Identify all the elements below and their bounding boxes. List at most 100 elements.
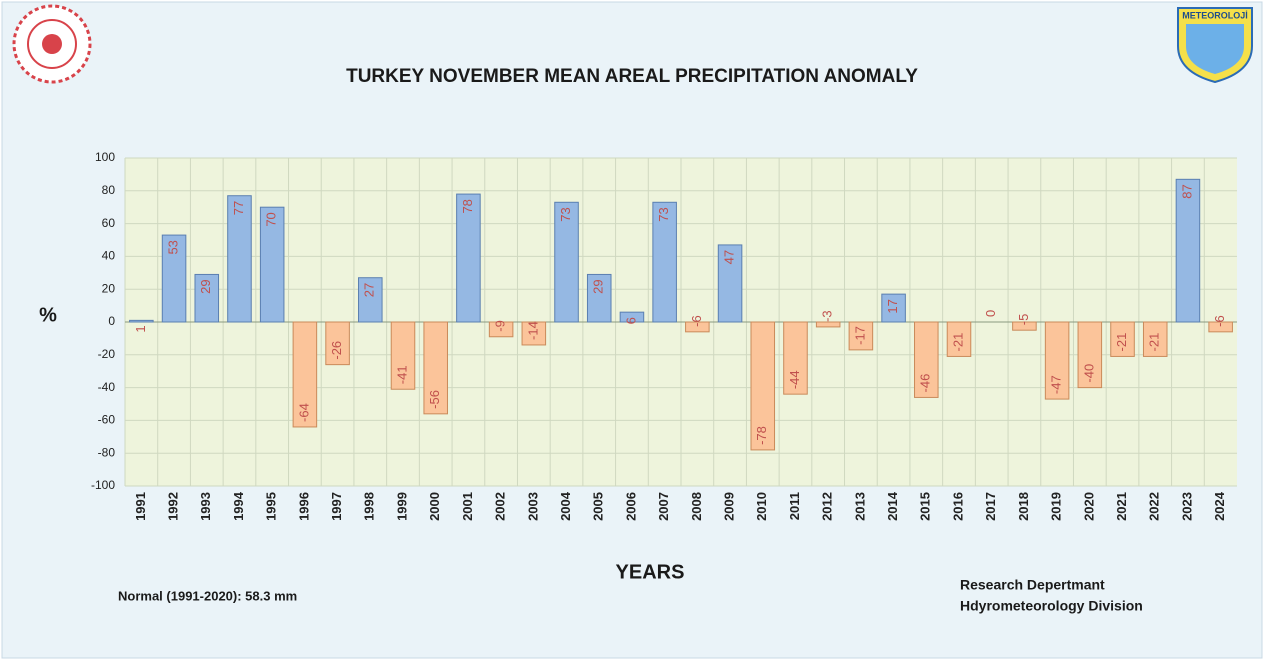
x-tick-label: 2000 [427,492,442,521]
x-tick-label: 2017 [983,492,998,521]
bar [783,321,808,395]
data-label: 70 [264,212,279,226]
x-tick-label: 2012 [820,492,835,521]
bar [1208,321,1233,333]
right-logo: METEOROLOJİ [1177,7,1253,84]
x-tick-label: 2021 [1114,492,1129,521]
bar [1142,321,1168,357]
y-tick-label: 0 [108,314,115,328]
x-tick-label: 1997 [329,492,344,521]
data-label: -44 [787,370,802,389]
bar [1175,178,1201,323]
bar [848,321,874,351]
bar [423,321,448,415]
credit: Research Depertmant [960,577,1105,593]
data-label: 27 [362,283,377,297]
data-label: -41 [394,365,409,384]
x-tick-label: 2022 [1147,492,1162,521]
bar [161,234,187,323]
x-tick-label: 2006 [623,492,638,521]
bar [685,321,710,333]
x-tick-label: 2018 [1016,492,1031,521]
y-tick-label: 80 [102,183,116,197]
bar [325,321,350,366]
bar [881,293,906,323]
bar [1044,321,1070,400]
x-tick-label: 1992 [165,492,180,521]
data-label: -64 [296,403,311,422]
bar [652,201,677,323]
bar [717,244,743,323]
data-label: 78 [460,199,475,213]
data-label: 77 [231,201,246,215]
data-label: -46 [918,374,933,393]
y-tick-label: 20 [102,281,116,295]
x-tick-label: 2019 [1049,492,1064,521]
data-label: -26 [329,341,344,360]
x-tick-label: 2010 [754,492,769,521]
bar [619,311,645,323]
bar [358,277,383,323]
x-tick-label: 2008 [689,492,704,521]
y-tick-label: 100 [95,150,115,164]
x-tick-label: 2020 [1081,492,1096,521]
bar [554,201,579,323]
x-tick-label: 2001 [460,492,475,521]
x-tick-label: 2014 [885,491,900,521]
x-tick-label: 2016 [950,492,965,521]
x-tick-label: 2015 [918,492,933,521]
bar [750,321,776,451]
bar [390,321,416,390]
bar [1077,321,1103,389]
data-label: 29 [198,279,213,293]
data-label: 29 [591,279,606,293]
bar [292,321,318,428]
y-tick-label: -80 [98,445,116,459]
x-tick-label: 2007 [656,492,671,521]
data-label: -5 [1016,314,1031,326]
data-label: 53 [165,240,180,254]
x-tick-label: 1996 [296,492,311,521]
x-axis-label: YEARS [616,561,685,583]
bar [194,273,220,323]
y-axis-label: % [39,304,57,326]
bar [521,321,547,346]
y-tick-label: 40 [102,249,116,263]
x-tick-label: 1995 [264,492,279,521]
bar [1110,321,1135,357]
x-tick-label: 2005 [591,492,606,521]
x-tick-label: 1999 [394,492,409,521]
data-label: -21 [1147,333,1162,352]
x-tick-label: 2023 [1179,492,1194,521]
data-label: 87 [1179,184,1194,198]
y-tick-label: -100 [91,478,115,492]
data-label: 73 [656,207,671,221]
x-tick-label: 2009 [721,492,736,521]
data-label: 1 [133,325,148,332]
data-label: -3 [820,310,835,322]
data-label: 6 [623,317,638,324]
x-tick-label: 1991 [133,492,148,521]
logo-text: METEOROLOJİ [1182,10,1248,20]
data-label: 47 [721,250,736,264]
bar [1012,321,1037,331]
bar [815,321,841,328]
data-label: -21 [950,333,965,352]
data-label: -14 [525,321,540,340]
x-tick-label: 1994 [231,491,246,521]
x-tick-label: 2002 [493,492,508,521]
data-label: -6 [1212,315,1227,327]
data-label: -78 [754,426,769,445]
x-tick-label: 2024 [1212,491,1227,521]
bar [914,321,939,398]
bar [129,319,154,323]
data-label: -47 [1049,375,1064,394]
bar [488,321,514,338]
x-tick-label: 2004 [558,491,573,521]
bar [227,195,252,323]
x-tick-label: 1998 [362,492,377,521]
data-label: -17 [852,326,867,345]
y-tick-label: 60 [102,216,116,230]
data-label: -9 [493,320,508,332]
